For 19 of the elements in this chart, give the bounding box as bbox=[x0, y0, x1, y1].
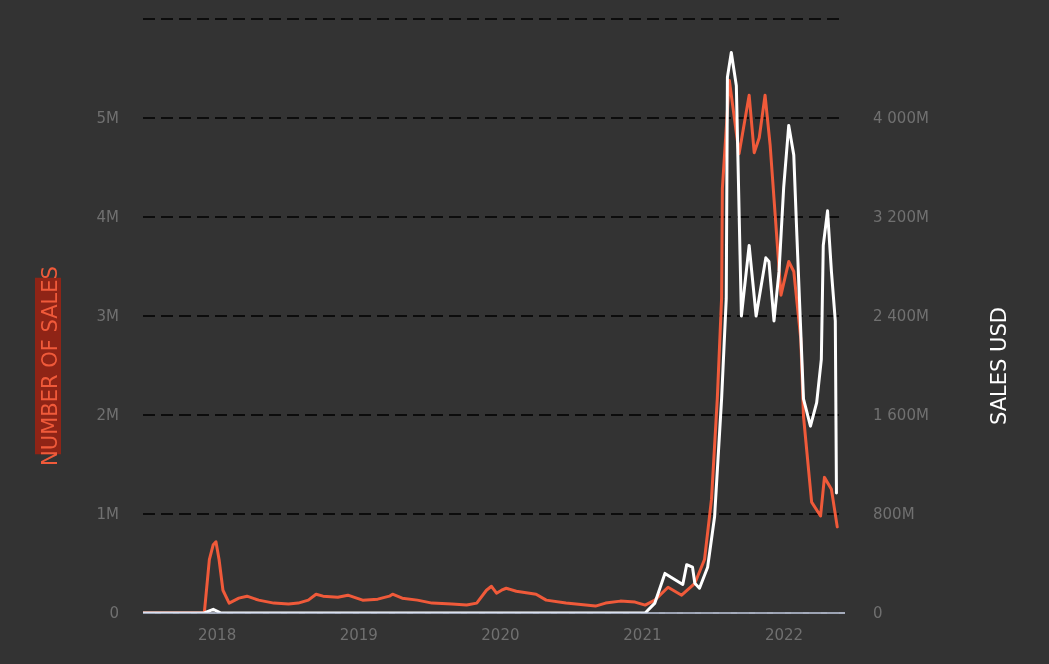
y-tick-label: 5M bbox=[96, 109, 119, 128]
y2-tick-label: 2 400M bbox=[873, 307, 929, 326]
y2-tick-label: 0 bbox=[873, 604, 883, 623]
y-tick-label: 0 bbox=[109, 604, 119, 623]
x-tick-label: 2021 bbox=[623, 625, 662, 644]
y-axis-title: NUMBER OF SALES bbox=[38, 266, 62, 466]
y-tick-label: 2M bbox=[96, 406, 119, 425]
y2-tick-label: 3 200M bbox=[873, 208, 929, 227]
x-tick-label: 2020 bbox=[481, 625, 520, 644]
y2-axis-title: SALES USD bbox=[987, 307, 1011, 425]
x-tick-label: 2019 bbox=[339, 625, 378, 644]
y2-tick-label: 1 600M bbox=[873, 406, 929, 425]
x-tick-label: 2022 bbox=[764, 625, 804, 644]
x-tick-label: 2018 bbox=[198, 625, 237, 644]
y-tick-label: 4M bbox=[96, 208, 119, 227]
y2-tick-label: 4 000M bbox=[873, 109, 929, 128]
y-tick-label: 3M bbox=[96, 307, 119, 326]
y2-tick-label: 800M bbox=[873, 505, 915, 524]
y-tick-label: 1M bbox=[96, 505, 119, 524]
